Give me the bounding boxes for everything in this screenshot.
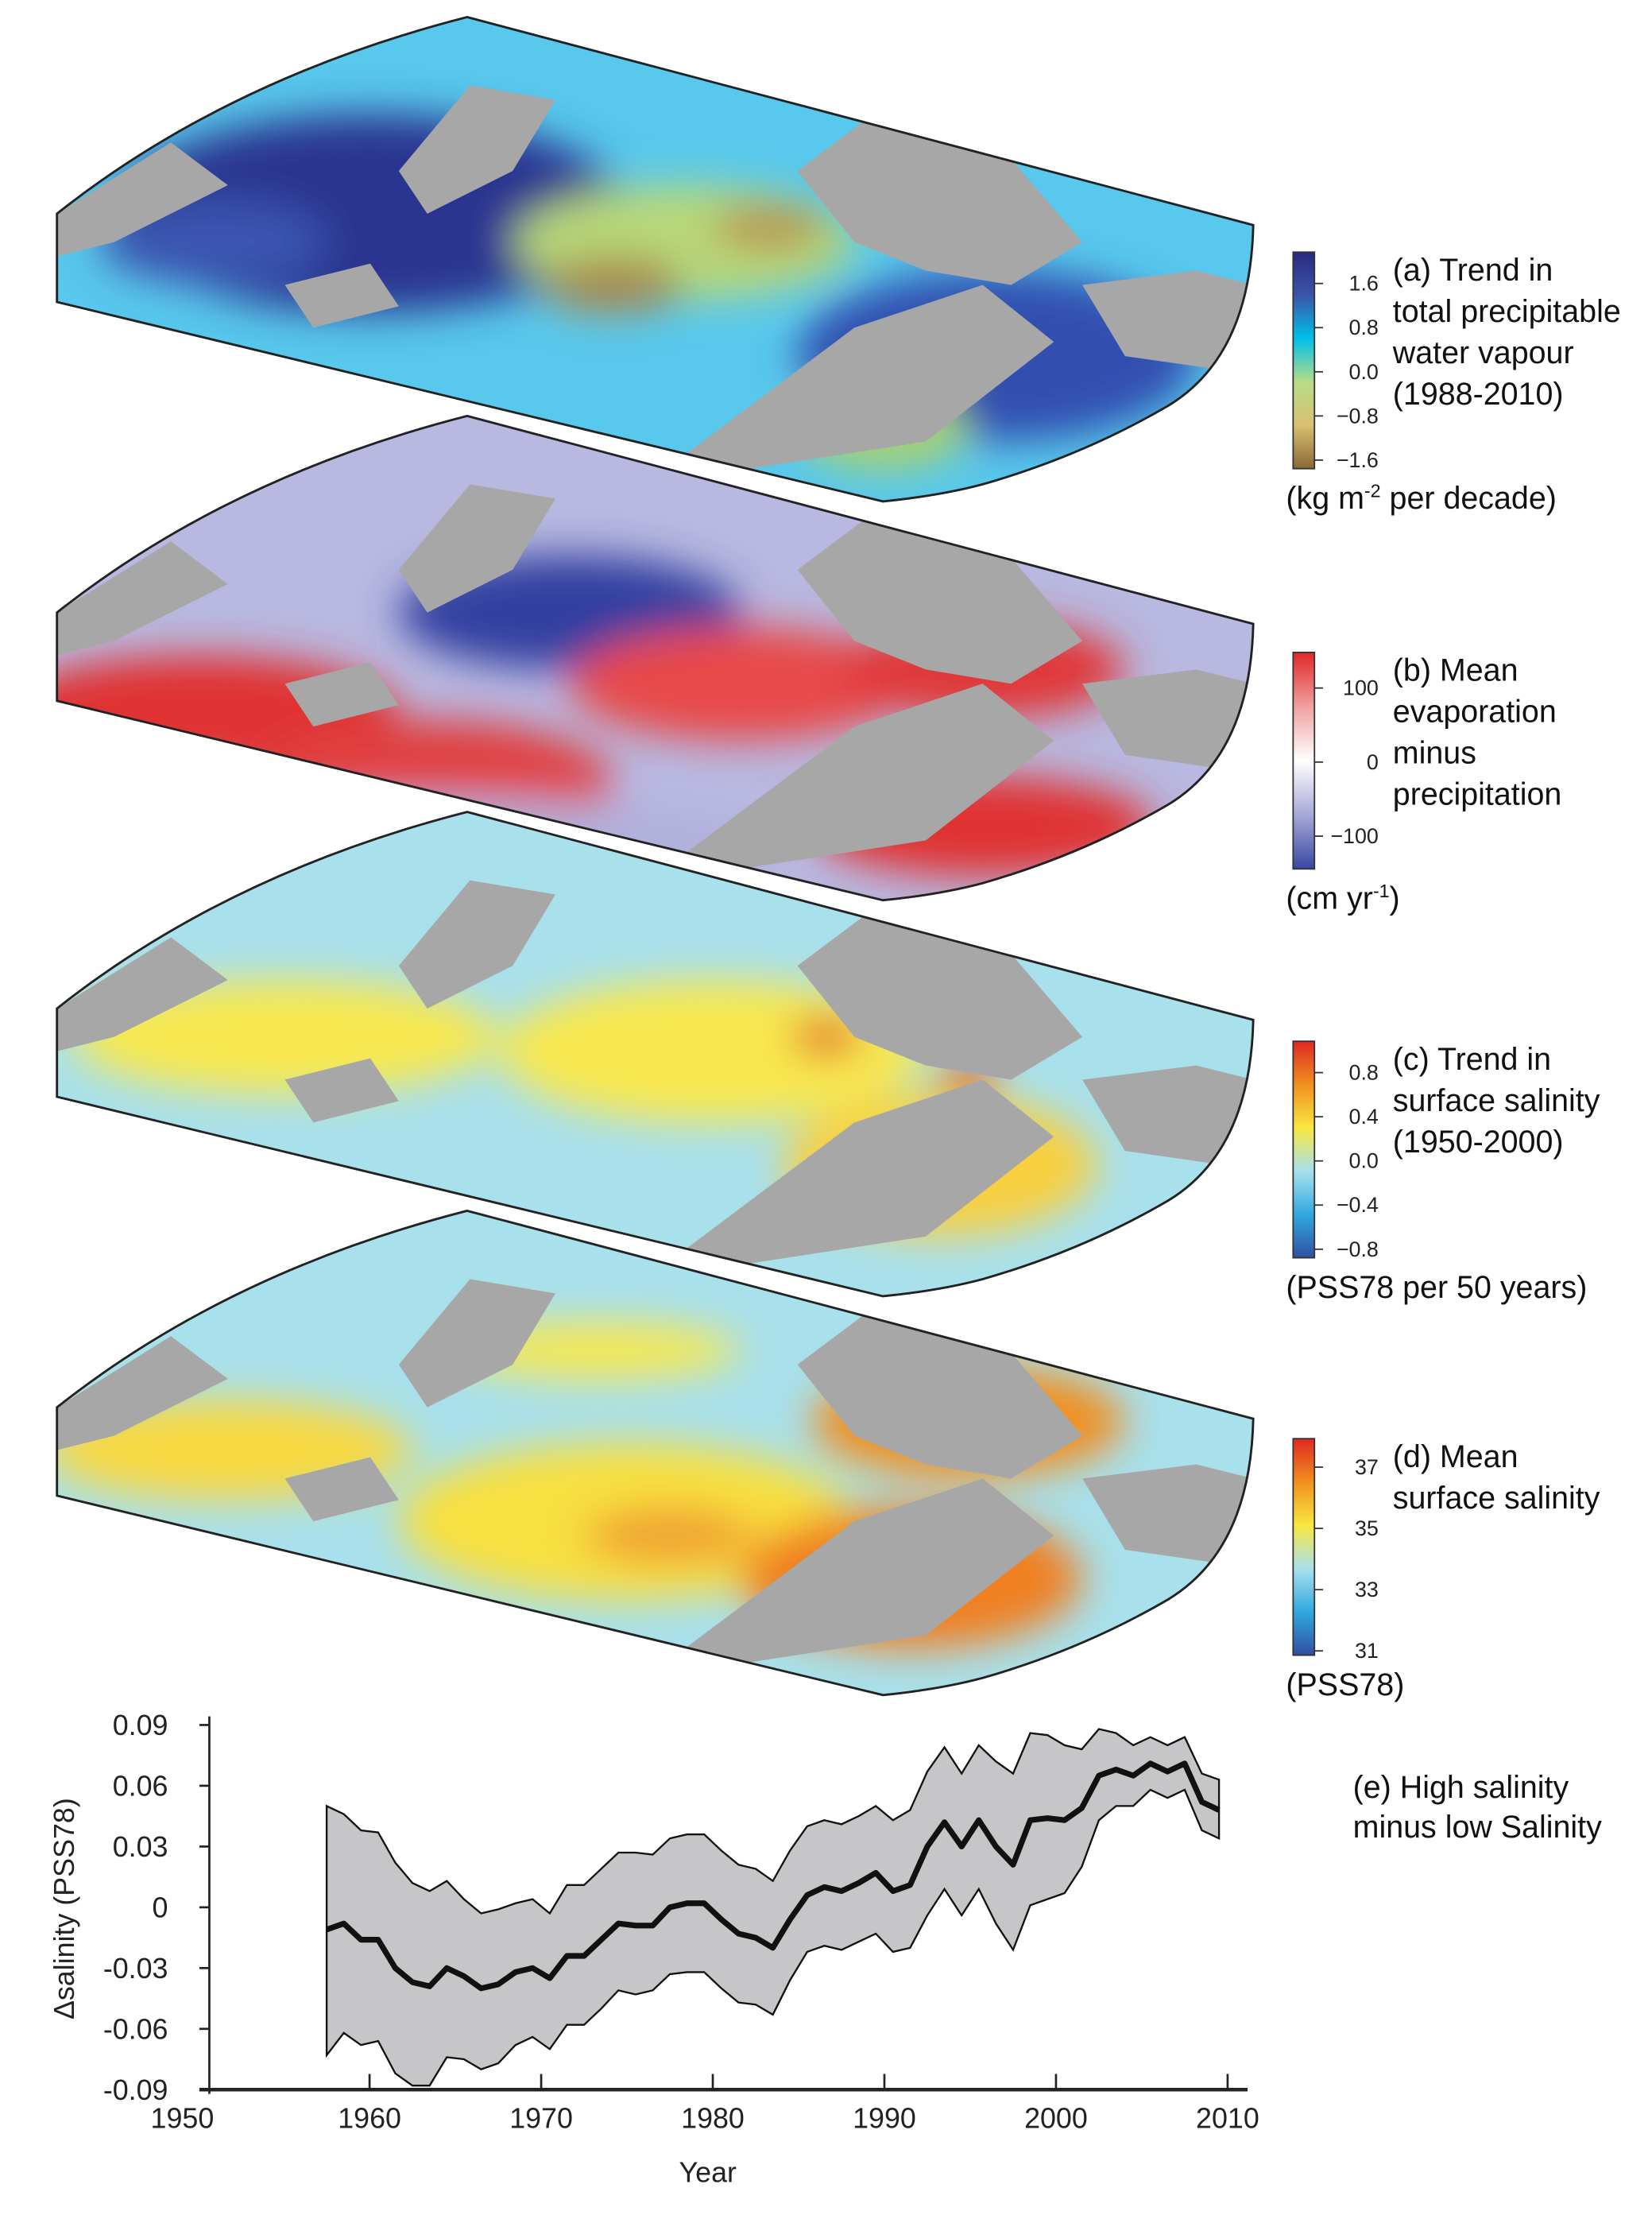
colorbar-tick-label: −0.8 — [1337, 1237, 1379, 1261]
x-axis-label: Year — [679, 2157, 737, 2189]
colorbar-legend-d: 37 35 33 31 (d) Mean surface salinity (PSS78) — [1286, 1438, 1600, 1702]
land-mass — [56, 937, 228, 1051]
colorbar-tick-label: −1.6 — [1337, 448, 1379, 472]
panel-title-line: minus — [1393, 736, 1476, 771]
units-label: (cm yr-1) — [1286, 881, 1399, 916]
land-mass — [284, 263, 399, 328]
y-axis-label: Δsalinity (PSS78) — [48, 1798, 80, 2019]
colorbar-tick-label: 100 — [1343, 676, 1379, 700]
colorbar-tick-label: −0.4 — [1337, 1193, 1379, 1217]
colorbar-tick-label: 37 — [1355, 1455, 1379, 1479]
land-mass — [1082, 1464, 1254, 1564]
chart-title-line-1: (e) High salinity — [1353, 1770, 1569, 1805]
colorbar-tick-label: 0.8 — [1349, 1061, 1379, 1085]
map-panel-a — [56, 16, 1255, 503]
panel-title-line: (1988-2010) — [1393, 377, 1564, 412]
land-mass — [797, 85, 1083, 285]
colorbar-tick-label: 0.0 — [1349, 1149, 1379, 1173]
chart-title-line-2: minus low Salinity — [1353, 1810, 1602, 1845]
panel-title-line: (c) Trend in — [1393, 1042, 1551, 1077]
y-tick-label: 0.09 — [113, 1710, 168, 1741]
y-tick-label: 0 — [153, 1892, 168, 1923]
panel-title-line: (b) Mean — [1393, 653, 1519, 688]
land-mass — [56, 142, 228, 257]
colorbar-tick-label: 0.8 — [1349, 316, 1379, 339]
panel-title-line: (1950-2000) — [1393, 1125, 1564, 1160]
land-mass — [683, 1478, 1054, 1664]
y-tick-label: 0.03 — [113, 1831, 168, 1863]
land-mass — [284, 1457, 399, 1522]
land-mass — [683, 683, 1054, 869]
panel-title-line: (a) Trend in — [1393, 253, 1553, 288]
land-mass — [284, 662, 399, 727]
land-mass — [1082, 270, 1254, 371]
uncertainty-band — [325, 1728, 1221, 2087]
y-tick-label: -0.06 — [103, 2013, 168, 2045]
colorbar-legend-b: 100 0 −100 (b) Mean evaporation minus precipit… — [1286, 651, 1561, 916]
panel-title-line: surface salinity — [1393, 1481, 1600, 1516]
panel-title-line: evaporation — [1393, 695, 1557, 730]
colorbar-tick-label: 33 — [1355, 1578, 1379, 1601]
y-tick-label: 0.06 — [113, 1770, 168, 1802]
colorbar — [1292, 1438, 1316, 1656]
x-tick-label: 1990 — [853, 2103, 916, 2135]
colorbar — [1292, 651, 1316, 870]
x-tick-label: 1950 — [151, 2103, 215, 2135]
x-tick-label: 2010 — [1196, 2103, 1259, 2135]
colorbar-tick-label: 31 — [1355, 1639, 1379, 1663]
units-label: (PSS78) — [1286, 1667, 1404, 1702]
salinity-difference-chart: 0.09 0.06 0.03 0 -0.03 -0.06 -0.09 1950 1960 197… — [48, 1710, 1602, 2189]
panel-title-line: water vapour — [1392, 335, 1574, 370]
colorbar-tick-label: −100 — [1330, 824, 1379, 848]
land-mass — [398, 85, 555, 214]
land-mass — [1082, 1065, 1254, 1166]
x-tick-label: 1970 — [509, 2103, 573, 2135]
panel-title-line: total precipitable — [1393, 294, 1621, 329]
land-mass — [797, 1279, 1083, 1479]
panel-title-line: surface salinity — [1393, 1083, 1600, 1118]
colorbar-legend-c: 0.8 0.4 0.0 −0.4 −0.8 (c) Trend in surface sal… — [1286, 1040, 1600, 1305]
land-mass — [683, 1079, 1054, 1265]
land-mass — [1082, 669, 1254, 769]
colorbar-legend-a: 1.6 0.8 0.0 −0.8 −1.6 (a) Trend in total preci… — [1286, 251, 1621, 516]
x-tick-label: 1960 — [338, 2103, 401, 2135]
panel-title-line: precipitation — [1393, 777, 1561, 812]
panel-title-line: (d) Mean — [1393, 1439, 1519, 1474]
map-panel-c — [56, 811, 1255, 1298]
x-tick-label: 2000 — [1024, 2103, 1088, 2135]
units-label: (kg m-2 per decade) — [1286, 481, 1556, 516]
y-tick-label: -0.09 — [103, 2074, 168, 2106]
land-mass — [683, 285, 1054, 470]
land-mass — [284, 1058, 399, 1123]
x-tick-label: 1980 — [681, 2103, 745, 2135]
colorbar-tick-label: −0.8 — [1337, 404, 1379, 428]
land-mass — [56, 1336, 228, 1450]
colorbar-tick-label: 0.4 — [1349, 1105, 1379, 1129]
land-mass — [797, 880, 1083, 1080]
colorbar-tick-label: 0.0 — [1349, 360, 1379, 384]
units-label: (PSS78 per 50 years) — [1286, 1270, 1587, 1305]
land-mass — [398, 484, 555, 613]
colorbar — [1292, 1040, 1316, 1259]
map-panel-d — [56, 1209, 1255, 1697]
land-mass — [398, 880, 555, 1009]
land-mass — [398, 1279, 555, 1408]
land-mass — [797, 484, 1083, 684]
y-tick-label: -0.03 — [103, 1953, 168, 1985]
colorbar — [1292, 251, 1316, 470]
colorbar-tick-label: 35 — [1355, 1516, 1379, 1540]
colorbar-tick-label: 0 — [1367, 750, 1379, 774]
map-panel-b — [56, 414, 1255, 902]
mean-line — [325, 1760, 1221, 1992]
colorbar-tick-label: 1.6 — [1349, 272, 1379, 296]
land-mass — [56, 541, 228, 656]
